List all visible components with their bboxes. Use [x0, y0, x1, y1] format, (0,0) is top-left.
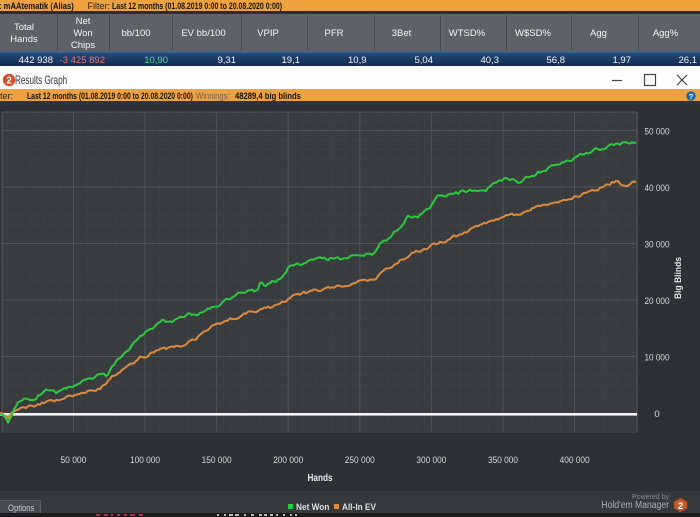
svg-text:Big Blinds: Big Blinds: [673, 257, 683, 299]
svg-text:250 000: 250 000: [345, 455, 375, 466]
svg-text:400 000: 400 000: [560, 455, 590, 466]
svg-text:2: 2: [6, 75, 12, 86]
svg-text:350 000: 350 000: [488, 455, 518, 466]
svg-text:20 000: 20 000: [645, 296, 670, 307]
svg-text:100 000: 100 000: [130, 455, 160, 466]
svg-text:40 000: 40 000: [645, 183, 670, 194]
svg-text:?: ?: [689, 92, 694, 101]
svg-text:30 000: 30 000: [645, 240, 670, 251]
svg-text:Hands: Hands: [308, 473, 333, 484]
svg-text:200 000: 200 000: [273, 455, 303, 466]
svg-text:0: 0: [654, 409, 659, 420]
svg-text:300 000: 300 000: [416, 455, 446, 466]
svg-text:50 000: 50 000: [60, 455, 86, 466]
svg-text:10 000: 10 000: [645, 353, 670, 364]
svg-text:2: 2: [678, 501, 683, 512]
svg-text:50 000: 50 000: [645, 127, 670, 138]
svg-text:150 000: 150 000: [202, 455, 232, 466]
